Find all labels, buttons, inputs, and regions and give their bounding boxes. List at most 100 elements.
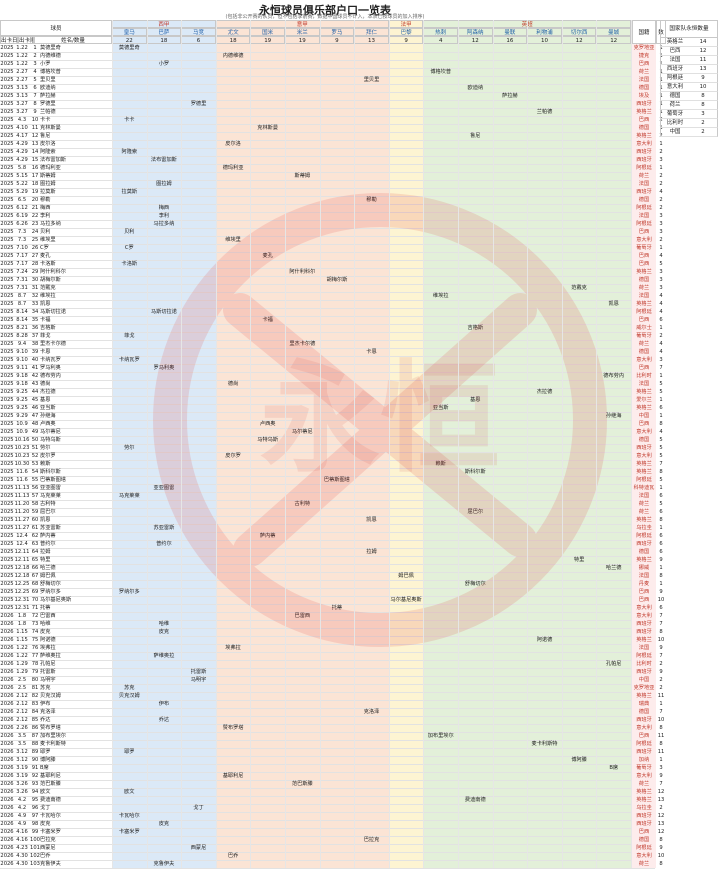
row-year: 2026 xyxy=(0,653,14,659)
row-year: 2025 xyxy=(0,365,14,371)
club-header: 马竞 xyxy=(181,28,216,36)
row-number: 52 xyxy=(31,453,39,459)
row-player-name: 普约尔 xyxy=(40,541,56,547)
row-country: 阿根廷 xyxy=(632,308,656,316)
row-number: 7 xyxy=(33,93,37,99)
row-date: 6.26 xyxy=(16,221,28,227)
country-summary-count: 11 xyxy=(699,57,707,63)
row-year: 2025 xyxy=(0,477,14,483)
row-country-count: 11 xyxy=(657,749,665,755)
row-country: 乌拉圭 xyxy=(632,804,656,812)
row-year: 2026 xyxy=(0,685,14,691)
row-country: 埃及 xyxy=(632,92,656,100)
row-date: 4.17 xyxy=(16,133,28,139)
row-date: 9.25 xyxy=(16,389,28,395)
row-country: 葡萄牙 xyxy=(632,244,656,252)
row-country: 英格兰 xyxy=(632,468,656,476)
row-club-entry: 德布劳内 xyxy=(603,373,625,379)
row-gridline xyxy=(0,428,655,429)
country-summary-row: 英格兰 14 xyxy=(660,38,718,47)
row-date: 3.12 xyxy=(16,757,28,763)
row-club-entry: 贝克汉姆 xyxy=(118,693,140,699)
row-player-name: 范巴斯滕 xyxy=(40,781,61,787)
row-country: 德国 xyxy=(632,836,656,844)
row-club-entry: 杰拉德 xyxy=(536,389,553,395)
row-country: 法国 xyxy=(632,380,656,388)
row-country: 巴西 xyxy=(632,828,656,836)
row-gridline xyxy=(0,684,655,685)
row-gridline xyxy=(0,540,655,541)
row-country: 巴西 xyxy=(632,732,656,740)
row-date: 8.7 xyxy=(17,293,27,299)
row-number: 34 xyxy=(31,309,39,315)
row-club-entry: 斯蒂姆 xyxy=(294,173,311,179)
column-gridline xyxy=(112,20,113,868)
row-country-count: 8 xyxy=(659,741,663,747)
row-country-count: 8 xyxy=(659,517,663,523)
row-country: 荷兰 xyxy=(632,780,656,788)
row-player-name: 贝利 xyxy=(40,229,51,235)
row-country-count: 1 xyxy=(659,245,663,251)
row-year: 2026 xyxy=(0,781,14,787)
row-player-name: 耶罗 xyxy=(40,749,51,755)
row-date: 4.29 xyxy=(16,149,28,155)
column-header-date: 出卡日期 xyxy=(0,36,18,44)
column-gridline xyxy=(492,20,494,868)
country-summary-row: 德国 8 xyxy=(660,92,718,101)
row-country: 英格兰 xyxy=(632,636,656,644)
row-year: 2026 xyxy=(0,669,14,675)
row-year: 2026 xyxy=(0,789,14,795)
row-gridline xyxy=(0,708,655,709)
row-number: 58 xyxy=(31,501,39,507)
row-country-count: 1 xyxy=(659,325,663,331)
row-club-entry: 费迪南德 xyxy=(464,797,486,803)
club-count: 12 xyxy=(458,36,493,44)
row-country-count: 8 xyxy=(659,421,663,427)
row-player-name: 斯科尔斯 xyxy=(40,469,61,475)
row-club-entry: 马尔基尼奥斯 xyxy=(390,597,422,603)
row-country-count: 7 xyxy=(659,653,663,659)
row-club-entry: 菲戈 xyxy=(124,333,135,339)
row-number: 26 xyxy=(31,245,39,251)
row-date: 2.27 xyxy=(16,77,28,83)
country-summary-row: 比利时 2 xyxy=(660,119,718,128)
row-country: 意大利 xyxy=(632,612,656,620)
row-gridline xyxy=(0,68,655,69)
row-player-name: 苏克 xyxy=(40,685,51,691)
row-country: 科特迪瓦 xyxy=(632,484,656,492)
row-date: 4.16 xyxy=(16,829,28,835)
row-date: 11.20 xyxy=(14,501,30,507)
row-gridline xyxy=(0,76,655,77)
row-club-entry: 屈巴尔 xyxy=(467,509,484,515)
row-year: 2025 xyxy=(0,373,14,379)
row-gridline xyxy=(0,660,655,661)
row-date: 8.14 xyxy=(16,317,28,323)
column-gridline xyxy=(285,20,286,868)
row-player-name: 罗马利奥 xyxy=(40,365,61,371)
row-gridline xyxy=(0,852,655,853)
row-number: 11 xyxy=(31,125,39,131)
row-date: 1.29 xyxy=(16,661,28,667)
row-number: 25 xyxy=(31,237,39,243)
column-gridline xyxy=(631,20,632,868)
row-number: 83 xyxy=(31,701,39,707)
row-country-count: 9 xyxy=(659,845,663,851)
row-country: 阿根廷 xyxy=(632,204,656,212)
row-number: 35 xyxy=(31,317,39,323)
row-club-entry: 伊布 xyxy=(158,701,170,707)
row-year: 2026 xyxy=(0,613,14,619)
row-country-count: 1 xyxy=(659,485,663,491)
row-year: 2025 xyxy=(0,485,14,491)
row-club-entry: 麦卡利斯特 xyxy=(531,741,558,747)
row-player-name: 皮克 xyxy=(40,629,51,635)
row-country: 意大利 xyxy=(632,356,656,364)
club-header: 国米 xyxy=(250,28,285,36)
column-gridline xyxy=(561,20,563,868)
country-summary-country: 荷兰 xyxy=(669,102,681,108)
row-player-name: 卡洛斯 xyxy=(40,261,56,267)
row-country: 西班牙 xyxy=(632,620,656,628)
club-header: 阿森纳 xyxy=(458,28,493,36)
row-country: 巴西 xyxy=(632,588,656,596)
row-player-name: 里贝里 xyxy=(40,77,56,83)
row-number: 87 xyxy=(31,733,39,739)
